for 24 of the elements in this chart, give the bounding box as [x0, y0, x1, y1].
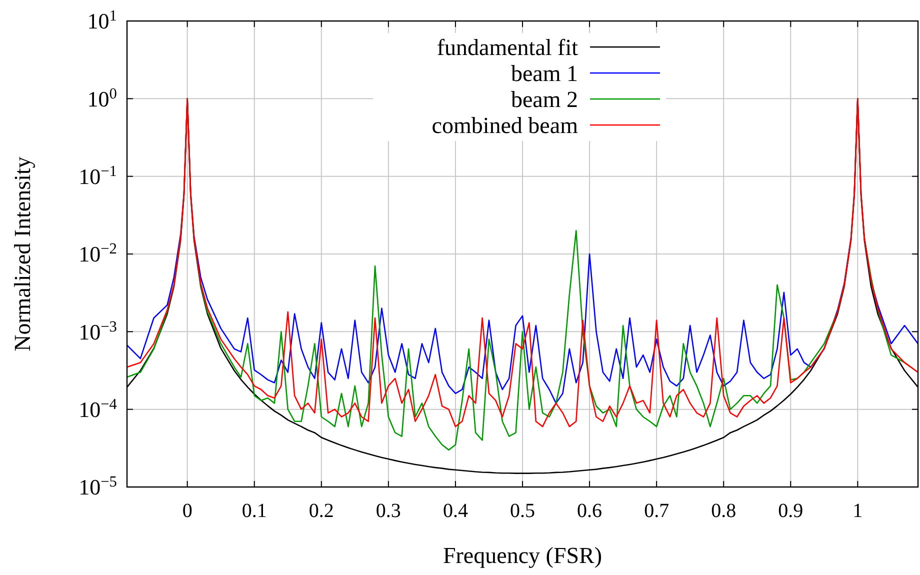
x-tick-label: 0.2	[308, 500, 334, 522]
x-tick-label: 1	[852, 500, 863, 522]
legend-label: combined beam	[432, 113, 578, 138]
legend-label: beam 1	[510, 61, 578, 86]
y-tick-label: 10$^{−1}$	[78, 162, 117, 190]
y-axis-title: Normalized Intensity	[10, 156, 35, 352]
x-tick-label: 0.9	[778, 500, 804, 522]
y-tick-label: 10$^{1}$	[87, 7, 117, 34]
y-tick-label: 10$^{−3}$	[78, 318, 118, 344]
legend-label: fundamental fit	[436, 35, 579, 60]
legend-label: beam 2	[510, 87, 578, 112]
x-tick-label: 0	[182, 500, 192, 522]
y-tick-label: 10$^{0}$	[87, 84, 118, 112]
y-tick-label: 10$^{−4}$	[78, 396, 118, 422]
x-tick-label: 0.6	[577, 500, 602, 522]
x-tick-label: 0.3	[376, 500, 401, 522]
x-tick-label: 0.4	[442, 500, 468, 522]
x-tick-label: 0.8	[711, 500, 736, 522]
y-tick-label: 10$^{−2}$	[78, 240, 117, 267]
x-tick-label: 0.5	[510, 500, 535, 522]
x-tick-label: 0.7	[644, 500, 670, 522]
x-axis-title: Frequency (FSR)	[442, 543, 602, 568]
y-tick-label: 10$^{−5}$	[78, 473, 118, 500]
x-tick-label: 0.1	[242, 500, 267, 522]
